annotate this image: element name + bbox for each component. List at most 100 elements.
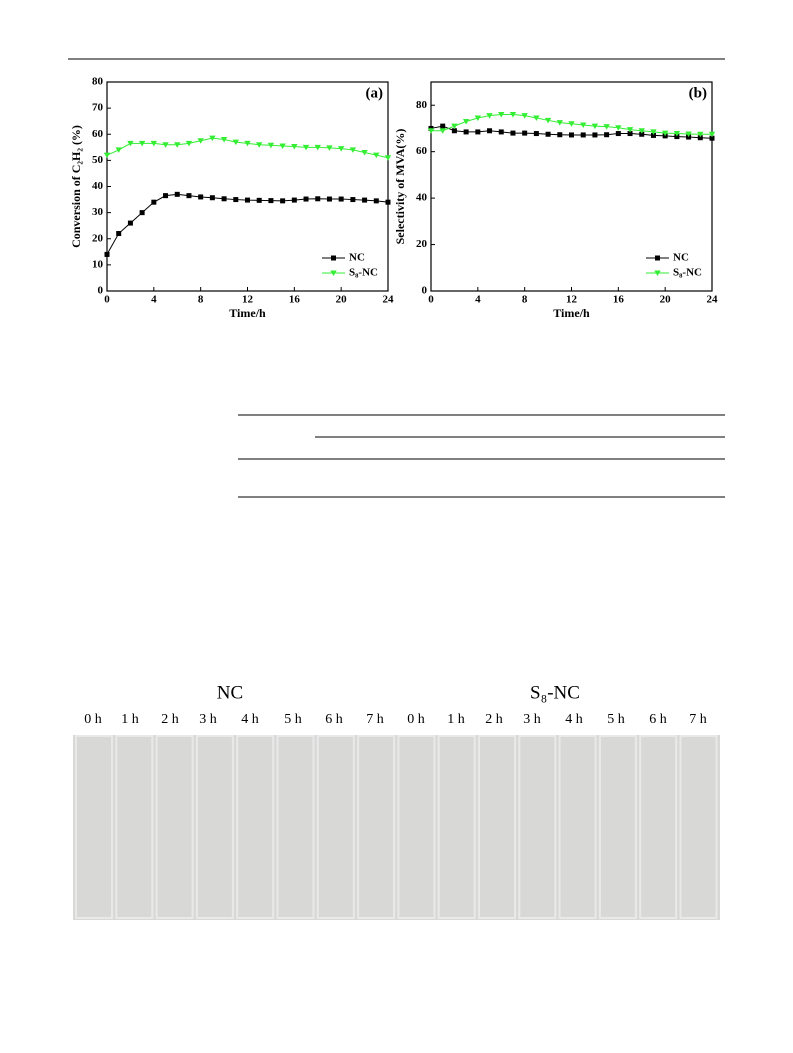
marker [315, 196, 321, 202]
x-tick-label: 12 [242, 294, 254, 306]
marker [373, 152, 380, 159]
panel-label: (a) [366, 85, 384, 101]
marker [174, 191, 180, 197]
marker [615, 131, 621, 137]
photo [75, 735, 718, 919]
marker [603, 124, 610, 130]
tube-glass [236, 735, 275, 919]
marker [197, 138, 204, 144]
time-label: 2 h [161, 712, 179, 727]
marker [198, 194, 204, 200]
panel-label: (b) [689, 85, 707, 101]
x-tick-label: 16 [613, 294, 625, 306]
marker [314, 144, 321, 151]
marker [545, 131, 551, 137]
marker [486, 113, 493, 119]
x-tick-label: 24 [383, 294, 395, 306]
x-tick-label: 20 [336, 294, 348, 306]
marker [162, 142, 169, 148]
tube-glass [115, 735, 154, 919]
y-tick-label: 20 [92, 232, 104, 244]
marker [568, 121, 575, 127]
marker [439, 128, 446, 134]
marker [521, 113, 528, 119]
marker [326, 196, 332, 202]
marker [627, 131, 633, 137]
marker [474, 115, 482, 121]
marker [221, 196, 227, 202]
tube-glass [518, 735, 557, 919]
y-tick-label: 0 [98, 285, 104, 297]
marker [362, 197, 368, 203]
marker [708, 131, 716, 138]
marker [673, 131, 681, 137]
time-label: 2 h [485, 712, 503, 727]
tube-glass [558, 735, 597, 919]
marker [349, 147, 357, 153]
x-tick-label: 0 [104, 294, 110, 306]
marker [626, 127, 634, 133]
marker [245, 197, 250, 203]
y-tick-label: 60 [416, 145, 428, 157]
time-label: 1 h [121, 712, 139, 727]
marker [138, 140, 146, 147]
marker [233, 197, 239, 203]
marker [350, 197, 356, 203]
marker [451, 128, 457, 134]
x-tick-label: 12 [566, 294, 578, 306]
marker [639, 131, 645, 137]
time-label: 4 h [565, 712, 583, 727]
y-tick-label: 50 [92, 154, 104, 166]
marker [279, 143, 286, 150]
y-tick-label: 40 [416, 192, 428, 204]
marker [291, 197, 297, 203]
tube-glass [437, 735, 476, 919]
marker [638, 128, 645, 134]
marker [151, 199, 157, 205]
marker [697, 135, 703, 141]
tube-glass [155, 735, 194, 919]
y-tick-label: 40 [92, 180, 104, 192]
x-tick-label: 0 [428, 294, 434, 306]
y-tick-label: 30 [92, 206, 104, 218]
y-tick-label: 70 [92, 102, 104, 114]
y-axis-title: Conversion of C₂H₂ (%) [69, 125, 83, 248]
y-tick-label: 60 [92, 128, 104, 140]
tube-glass [598, 735, 637, 919]
marker [330, 270, 337, 276]
table-rules [238, 414, 725, 498]
marker [557, 132, 563, 138]
tube-glass [316, 735, 355, 919]
tube-glass [639, 735, 678, 919]
marker [220, 136, 228, 143]
marker [268, 198, 274, 204]
time-label: 0 h [84, 712, 102, 727]
marker [116, 231, 122, 237]
marker [291, 144, 298, 150]
marker [451, 123, 458, 130]
marker [104, 251, 110, 257]
marker [591, 123, 599, 130]
time-label: 7 h [689, 712, 707, 727]
legend-label: NC [349, 252, 365, 264]
x-tick-label: 8 [198, 294, 204, 306]
marker [615, 125, 622, 131]
time-label: 0 h [407, 712, 425, 727]
marker [674, 134, 680, 140]
marker [709, 135, 715, 141]
marker [385, 199, 391, 205]
marker [440, 123, 446, 129]
tube-glass [478, 735, 516, 919]
plot-frame [430, 81, 713, 292]
group-label: NC [217, 682, 243, 703]
marker [510, 130, 516, 136]
x-tick-label: 20 [660, 294, 672, 306]
time-label: 4 h [241, 712, 259, 727]
series-line [106, 193, 389, 255]
y-tick-label: 0 [422, 285, 428, 297]
marker [303, 196, 309, 202]
marker [569, 132, 574, 138]
x-tick-label: 24 [707, 294, 719, 306]
marker [580, 132, 586, 138]
